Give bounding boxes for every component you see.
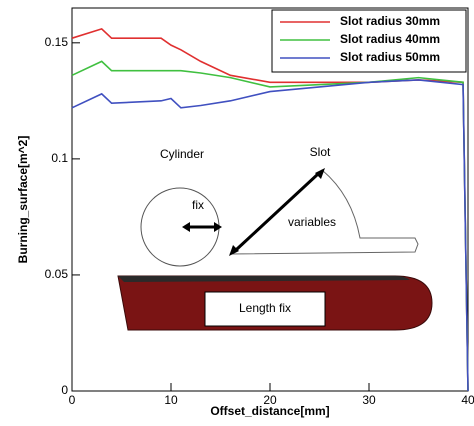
x-tick-label: 40: [461, 393, 474, 407]
annotation: Cylinder: [160, 147, 204, 161]
slot-arrow: [234, 172, 320, 252]
x-axis-label: Offset_distance[mm]: [210, 404, 329, 418]
series-line: [71, 79, 469, 392]
annotation: Length fix: [239, 301, 291, 315]
slot-shape: [229, 169, 419, 255]
y-tick-label: 0.05: [45, 267, 69, 281]
legend-label: Slot radius 30mm: [340, 14, 440, 28]
x-tick-label: 0: [69, 393, 76, 407]
series-line: [71, 60, 469, 392]
annotation: Slot: [310, 145, 331, 159]
x-tick-label: 10: [164, 393, 178, 407]
series-line: [71, 27, 469, 392]
y-tick-label: 0.1: [51, 151, 68, 165]
x-tick-label: 20: [263, 393, 277, 407]
rod-top: [118, 276, 410, 282]
illustration: [117, 168, 433, 331]
y-axis-label: Burning_surface[m^2]: [16, 136, 30, 264]
annotation: variables: [288, 215, 336, 229]
legend-label: Slot radius 50mm: [340, 50, 440, 64]
legend-label: Slot radius 40mm: [340, 32, 440, 46]
rod-label-box: [204, 291, 326, 327]
annotation: fix: [192, 198, 204, 212]
legend-box: [271, 9, 467, 73]
y-tick-label: 0: [61, 383, 68, 397]
fix-arrow-heads: [182, 222, 222, 232]
y-tick-label: 0.15: [45, 35, 69, 49]
x-tick-label: 30: [362, 393, 376, 407]
